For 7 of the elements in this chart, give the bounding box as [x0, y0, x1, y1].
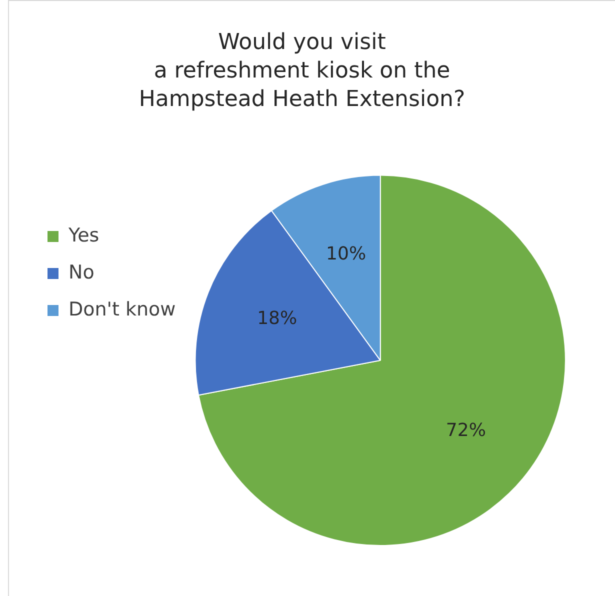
- legend-label: Don't know: [68, 298, 176, 320]
- legend-label: No: [68, 261, 94, 284]
- chart-title: Would you visit a refreshment kiosk on the Hampstead Heath Extension?: [138, 30, 466, 112]
- legend-label: Yes: [68, 224, 100, 246]
- data-label: 18%: [257, 308, 298, 330]
- data-label: 10%: [326, 243, 366, 264]
- data-label: 72%: [446, 420, 486, 441]
